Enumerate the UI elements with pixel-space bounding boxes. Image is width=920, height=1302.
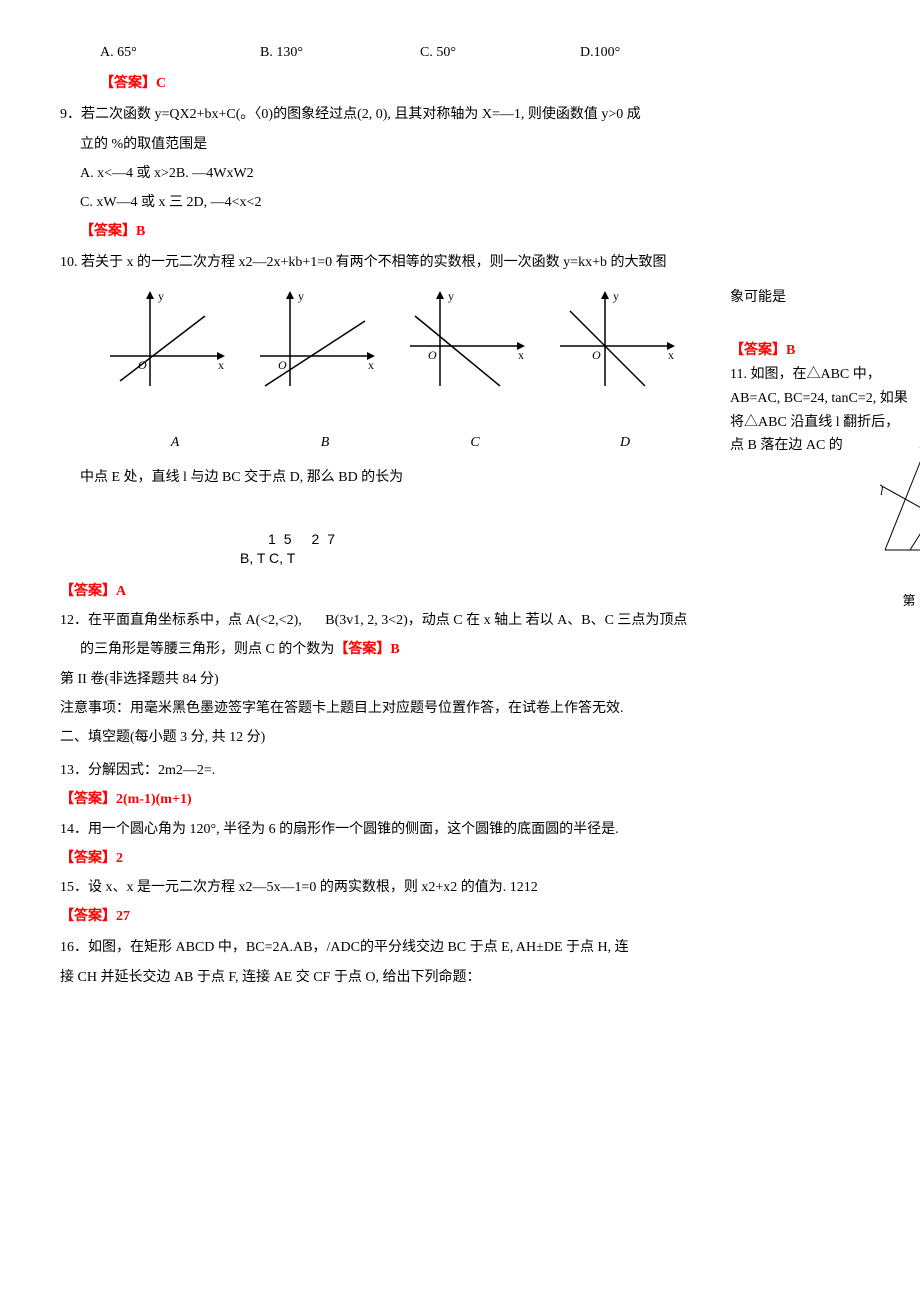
q11-stem-2: 中点 E 处，直线 l 与边 BC 交于点 D, 那么 BD 的长为 [60, 465, 860, 490]
q10-label-a: A [100, 430, 250, 455]
part2-section: 二、填空题(每小题 3 分, 共 12 分) [60, 725, 860, 750]
q11-right-3: AB=AC, BC=24, tanC=2, 如果 [730, 387, 920, 411]
q8-option-b: B. 130° [260, 40, 420, 65]
q10-graph-b: y x O B [250, 286, 400, 455]
q8-answer: 【答案】C [60, 71, 860, 96]
axis-y-label: y [613, 289, 619, 303]
q11-triangle-svg: A l BD [880, 440, 920, 580]
q10-graph-a: y x O A [100, 286, 250, 455]
q15-answer: 【答案】27 [60, 904, 860, 929]
q11-figure-caption: 第 11 题 [880, 589, 920, 612]
q10-q11-right-text: 象可能是 【答案】B 11. 如图，在△ABC 中， AB=AC, BC=24,… [730, 286, 920, 459]
q9-option-c: C. xW—4 或 x 三 2D, —4<x<2 [60, 190, 860, 215]
q10-answer: 【答案】B [730, 339, 920, 363]
q14-stem: 14．用一个圆心角为 120°, 半径为 6 的扇形作一个圆锥的侧面，这个圆锥的… [60, 817, 860, 842]
q10-label-b: B [250, 430, 400, 455]
q16-stem-2: 接 CH 并延长交边 AB 于点 F, 连接 AE 交 CF 于点 O, 给出下… [60, 965, 860, 990]
q9-answer: 【答案】B [60, 219, 860, 244]
q11-opts-top: 15 27 [240, 530, 860, 550]
part2-note: 注意事项：用毫米黑色墨迹签字笔在答题卡上题目上对应题号位置作答，在试卷上作答无效… [60, 696, 860, 721]
q12-stem-2: 的三角形是等腰三角形，则点 C 的个数为【答案】B [60, 637, 860, 662]
origin-label: O [278, 358, 287, 372]
q11-answer: 【答案】A [60, 579, 860, 604]
origin-label: O [138, 358, 147, 372]
axis-y-label: y [298, 289, 304, 303]
axis-x-label: x [368, 358, 374, 372]
axis-x-label: x [668, 348, 674, 362]
graph-b-svg: y x O [250, 286, 390, 406]
axis-y-label: y [448, 289, 454, 303]
origin-label: O [428, 348, 437, 362]
q14-answer: 【答案】2 [60, 846, 860, 871]
q13-answer: 【答案】2(m-1)(m+1) [60, 787, 860, 812]
origin-label: O [592, 348, 601, 362]
q12-stem-2a: 的三角形是等腰三角形，则点 C 的个数为 [80, 642, 334, 657]
q12-stem-1: 12．在平面直角坐标系中，点 A(<2,<2), B(3v1, 2, 3<2)，… [60, 608, 860, 633]
graph-a-svg: y x O [100, 286, 240, 406]
axis-x-label: x [518, 348, 524, 362]
axis-y-label: y [158, 289, 164, 303]
q8-options: A. 65° B. 130° C. 50° D.100° [60, 40, 860, 65]
q10-graph-c: y x O C [400, 286, 550, 455]
q12-stem-1b: B(3v1, 2, 3<2)，动点 C 在 x 轴上 若以 A、B、C 三点为顶… [325, 613, 687, 628]
q12-answer: 【答案】B [334, 642, 399, 657]
q11-right-4: 将△ABC 沿直线 l 翻折后， [730, 411, 920, 435]
q10-label-d: D [550, 430, 700, 455]
q10-graph-d: y x O D [550, 286, 700, 455]
q10-stem: 10. 若关于 x 的一元二次方程 x2—2x+kb+1=0 有两个不相等的实数… [60, 250, 860, 275]
q16-stem-1: 16．如图，在矩形 ABCD 中，BC=2A.AB，/ADC的平分线交边 BC … [60, 935, 860, 960]
graph-d-svg: y x O [550, 286, 690, 406]
q8-option-a: A. 65° [100, 40, 260, 65]
q11-figure: A l BD 第 11 题 [880, 440, 920, 613]
q11-right-2: 11. 如图，在△ABC 中， [730, 363, 920, 387]
q9-stem-1: 9．若二次函数 y=QX2+bx+C(。〈0)的图象经过点(2, 0), 且其对… [60, 102, 860, 127]
q9-option-a: A. x<—4 或 x>2B. —4WxW2 [60, 161, 860, 186]
fig-label-l: l [880, 484, 884, 498]
q13-stem: 13．分解因式：2m2—2=. [60, 758, 860, 783]
part2-title: 第 II 卷(非选择题共 84 分) [60, 667, 860, 692]
q10-right-1: 象可能是 [730, 286, 920, 310]
q11-bc-options: 15 27 B, T C, T [60, 530, 860, 569]
q12-stem-1a: 12．在平面直角坐标系中，点 A(<2,<2), [60, 613, 302, 628]
q8-option-c: C. 50° [420, 40, 580, 65]
q11-opts-bottom: B, T C, T [240, 549, 860, 569]
q15-stem: 15．设 x、x 是一元二次方程 x2—5x—1=0 的两实数根，则 x2+x2… [60, 875, 860, 900]
q8-option-d: D.100° [580, 40, 740, 65]
q9-stem-2: 立的 %的取值范围是 [60, 132, 860, 157]
graph-c-svg: y x O [400, 286, 540, 406]
axis-x-label: x [218, 358, 224, 372]
q10-graphs-row: y x O A y x O B [100, 286, 860, 455]
q10-label-c: C [400, 430, 550, 455]
